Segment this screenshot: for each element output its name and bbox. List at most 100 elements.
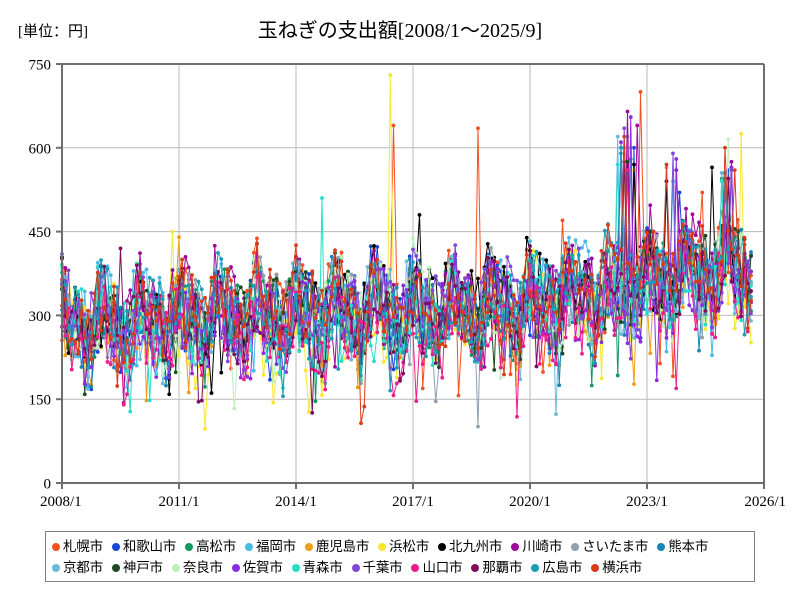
data-point bbox=[303, 281, 308, 286]
legend-item[interactable]: 熊本市 bbox=[657, 540, 708, 554]
data-point bbox=[248, 288, 253, 293]
data-point bbox=[716, 257, 721, 262]
data-point bbox=[599, 249, 604, 253]
legend-item[interactable]: 千葉市 bbox=[351, 561, 403, 575]
data-point bbox=[456, 327, 461, 332]
data-point bbox=[294, 243, 298, 248]
legend-item[interactable]: 和歌山市 bbox=[111, 540, 176, 554]
data-point bbox=[576, 246, 581, 251]
data-point bbox=[219, 370, 224, 375]
data-point bbox=[138, 262, 142, 266]
data-point bbox=[173, 321, 178, 326]
data-point bbox=[703, 233, 708, 238]
data-point bbox=[99, 258, 103, 262]
legend-marker-icon bbox=[591, 563, 600, 572]
data-point bbox=[375, 257, 380, 262]
data-point bbox=[531, 275, 536, 280]
data-point bbox=[414, 399, 419, 404]
data-point bbox=[443, 261, 448, 266]
data-point bbox=[118, 335, 123, 340]
data-point bbox=[89, 291, 94, 295]
data-point bbox=[193, 356, 198, 361]
data-point bbox=[316, 370, 321, 375]
legend-item[interactable]: 鹿児島市 bbox=[304, 540, 369, 554]
legend-marker-icon bbox=[185, 542, 194, 551]
legend-item[interactable]: 高松市 bbox=[185, 540, 236, 554]
data-point bbox=[199, 398, 204, 403]
legend-item[interactable]: さいたま市 bbox=[571, 540, 648, 554]
data-point bbox=[271, 341, 276, 346]
data-point bbox=[596, 273, 601, 278]
legend-item[interactable]: 京都市 bbox=[52, 561, 103, 575]
data-point bbox=[602, 330, 607, 335]
data-point bbox=[463, 286, 467, 291]
data-point bbox=[346, 283, 350, 288]
legend-item[interactable]: 奈良市 bbox=[171, 561, 223, 575]
legend-item[interactable]: 川崎市 bbox=[511, 540, 562, 554]
data-point bbox=[238, 375, 243, 380]
data-point bbox=[680, 222, 685, 227]
data-point bbox=[674, 288, 679, 293]
data-point bbox=[469, 268, 474, 273]
data-point bbox=[196, 324, 201, 328]
data-point bbox=[401, 350, 406, 355]
legend-item[interactable]: 神戸市 bbox=[111, 561, 163, 575]
legend-item[interactable]: 青森市 bbox=[291, 561, 343, 575]
data-point bbox=[394, 282, 399, 287]
data-point bbox=[180, 346, 185, 351]
data-point bbox=[92, 343, 97, 348]
data-point bbox=[726, 301, 731, 306]
data-point bbox=[326, 344, 331, 349]
data-point bbox=[430, 288, 435, 293]
data-point bbox=[583, 277, 588, 282]
data-point bbox=[433, 350, 438, 355]
data-point bbox=[381, 303, 386, 308]
data-point bbox=[316, 359, 321, 364]
data-point bbox=[690, 231, 695, 236]
data-point bbox=[498, 365, 503, 370]
data-point bbox=[209, 339, 214, 344]
legend-item[interactable]: 山口市 bbox=[411, 561, 463, 575]
data-point bbox=[534, 284, 539, 289]
data-point bbox=[433, 399, 438, 404]
data-point bbox=[297, 331, 302, 336]
data-point bbox=[485, 310, 490, 315]
data-point bbox=[235, 334, 240, 339]
data-point bbox=[365, 310, 370, 314]
data-point bbox=[151, 304, 155, 309]
data-point bbox=[446, 248, 451, 253]
data-point bbox=[203, 384, 207, 389]
data-point bbox=[235, 283, 240, 288]
data-point bbox=[242, 324, 246, 329]
data-point bbox=[437, 282, 441, 286]
data-point bbox=[615, 162, 620, 167]
legend-item[interactable]: 那覇市 bbox=[471, 561, 522, 575]
data-point bbox=[144, 327, 149, 332]
data-point bbox=[573, 335, 578, 340]
data-point bbox=[515, 278, 519, 283]
data-point bbox=[472, 325, 477, 330]
legend-item[interactable]: 福岡市 bbox=[245, 540, 296, 554]
legend-item[interactable]: 広島市 bbox=[531, 561, 582, 575]
data-point bbox=[502, 372, 506, 377]
data-point bbox=[138, 357, 142, 362]
data-point bbox=[498, 293, 503, 298]
data-point bbox=[313, 315, 318, 320]
legend-item[interactable]: 佐賀市 bbox=[231, 561, 283, 575]
data-point bbox=[186, 283, 191, 288]
data-point bbox=[443, 285, 448, 290]
legend-item[interactable]: 横浜市 bbox=[591, 561, 642, 575]
data-point bbox=[671, 151, 675, 156]
legend-item[interactable]: 札幌市 bbox=[52, 540, 103, 554]
legend-marker-icon bbox=[245, 542, 254, 551]
legend-item[interactable]: 浜松市 bbox=[378, 540, 429, 554]
legend-item[interactable]: 北九州市 bbox=[438, 540, 502, 554]
data-point bbox=[333, 248, 337, 253]
data-point bbox=[63, 333, 68, 338]
data-point bbox=[576, 291, 581, 295]
data-point bbox=[677, 312, 682, 317]
data-point bbox=[323, 387, 328, 392]
data-point bbox=[544, 291, 549, 296]
data-point bbox=[154, 347, 159, 352]
data-point bbox=[502, 277, 506, 282]
